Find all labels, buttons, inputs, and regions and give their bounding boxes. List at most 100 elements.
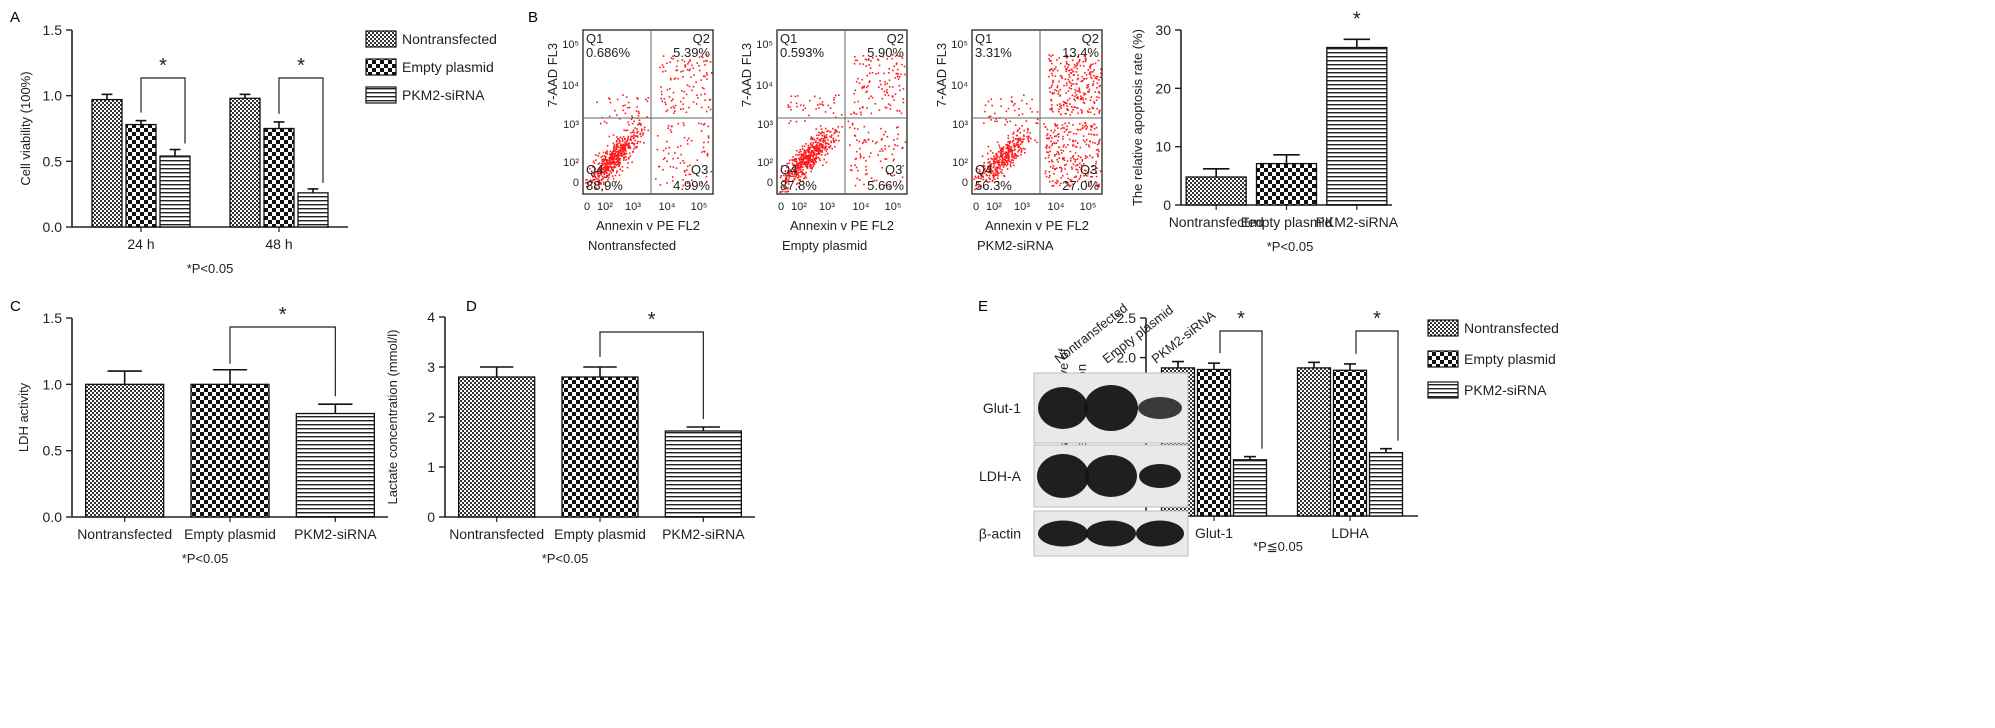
flow-dot — [1027, 140, 1030, 143]
flow-dot — [791, 162, 794, 165]
flow-dot — [835, 116, 837, 119]
flow-dot — [622, 109, 625, 112]
flow-dot — [904, 141, 907, 143]
flow-dot — [1048, 161, 1051, 163]
flow-dot — [1081, 127, 1083, 130]
flow-dot — [795, 149, 798, 152]
flow-dot — [780, 191, 782, 193]
flow-dot — [987, 158, 990, 160]
flow-dot — [1071, 94, 1074, 97]
flow-dot — [1093, 100, 1095, 103]
flow-dot — [1011, 156, 1014, 159]
flow-dot — [998, 172, 1000, 174]
flow-dot — [881, 150, 884, 152]
flow-dot — [621, 146, 624, 148]
flow-dot — [692, 101, 695, 103]
flow-dot — [797, 175, 800, 177]
flow-dot — [1056, 179, 1058, 182]
flow-dot — [1056, 158, 1058, 161]
flow-dot — [688, 106, 690, 109]
flow-dot — [603, 183, 605, 185]
flow-dot — [609, 150, 612, 153]
flow-dot — [1083, 175, 1085, 177]
flow-dot — [1069, 131, 1072, 133]
flow-dot — [1065, 102, 1067, 104]
flow-dot — [1085, 59, 1087, 61]
flow-dot — [1071, 59, 1074, 62]
flow-dot — [983, 165, 986, 167]
flow-dot — [618, 138, 620, 140]
flow-dot — [612, 169, 614, 171]
flow-dot — [792, 156, 794, 158]
flow-dot — [784, 179, 786, 182]
flow-dot — [797, 182, 799, 185]
flow-dot — [1076, 67, 1079, 70]
flow-dot — [980, 172, 982, 175]
flow-dot — [898, 55, 900, 57]
flow-dot — [855, 157, 858, 160]
flow-dot — [1071, 79, 1074, 82]
flow-dot — [1071, 111, 1073, 113]
flow-dot — [614, 153, 617, 155]
flow-dot — [1021, 141, 1023, 144]
flow-dot — [612, 166, 614, 168]
flow-dot — [691, 64, 693, 67]
flow-dot — [884, 184, 886, 187]
flow-dot — [889, 104, 892, 107]
flow-dot — [1051, 93, 1054, 95]
flow-dot — [880, 83, 882, 86]
flow-dot — [600, 181, 602, 184]
flow-dot — [1009, 164, 1012, 166]
flow-dot — [826, 130, 828, 133]
flow-dot — [1001, 163, 1003, 166]
flow-dot — [792, 179, 794, 182]
flow-dot — [639, 141, 642, 143]
flow-dot — [805, 157, 807, 160]
flow-dot — [1054, 181, 1057, 184]
flow-dot — [888, 86, 891, 88]
flow-dot — [609, 154, 612, 157]
flow-dot — [601, 189, 603, 192]
bar — [561, 376, 639, 518]
flow-dot — [629, 147, 632, 149]
flow-dot — [665, 110, 667, 113]
flow-dot — [989, 161, 991, 163]
flow-dot — [865, 169, 868, 171]
flow-dot — [809, 99, 811, 102]
flow-dot — [989, 178, 991, 180]
flow-dot — [854, 164, 856, 166]
flow-dot — [853, 62, 856, 65]
flow-dot — [829, 131, 832, 133]
flow-dot — [1090, 77, 1093, 80]
flow-dot — [1001, 169, 1003, 171]
flow-dot — [1065, 163, 1067, 166]
bar — [297, 192, 329, 228]
flow-dot — [586, 186, 588, 188]
flow-dot — [1027, 139, 1030, 142]
flow-dot — [1069, 160, 1072, 162]
flow-dot — [664, 157, 666, 159]
flow-dot — [857, 169, 859, 172]
flow-dot — [1058, 146, 1060, 148]
flow-dot — [601, 160, 604, 162]
y-tick-label: 0 — [573, 177, 579, 189]
flow-dot — [804, 153, 807, 155]
flow-dot — [1096, 143, 1099, 146]
flow-dot — [802, 161, 804, 164]
flow-dot — [795, 158, 798, 161]
flow-dot — [1060, 182, 1062, 185]
flow-dot — [1066, 173, 1069, 175]
flow-dot — [822, 104, 825, 107]
flow-dot — [810, 136, 812, 138]
flow-dot — [811, 144, 814, 146]
flow-dot — [1069, 150, 1072, 153]
flow-dot — [817, 153, 820, 155]
flow-dot — [695, 103, 698, 105]
flow-dot — [599, 168, 601, 171]
x-tick-label: Nontransfected — [449, 526, 544, 542]
flow-dot — [791, 172, 793, 174]
flow-dot — [1083, 78, 1085, 80]
flow-dot — [621, 144, 623, 147]
